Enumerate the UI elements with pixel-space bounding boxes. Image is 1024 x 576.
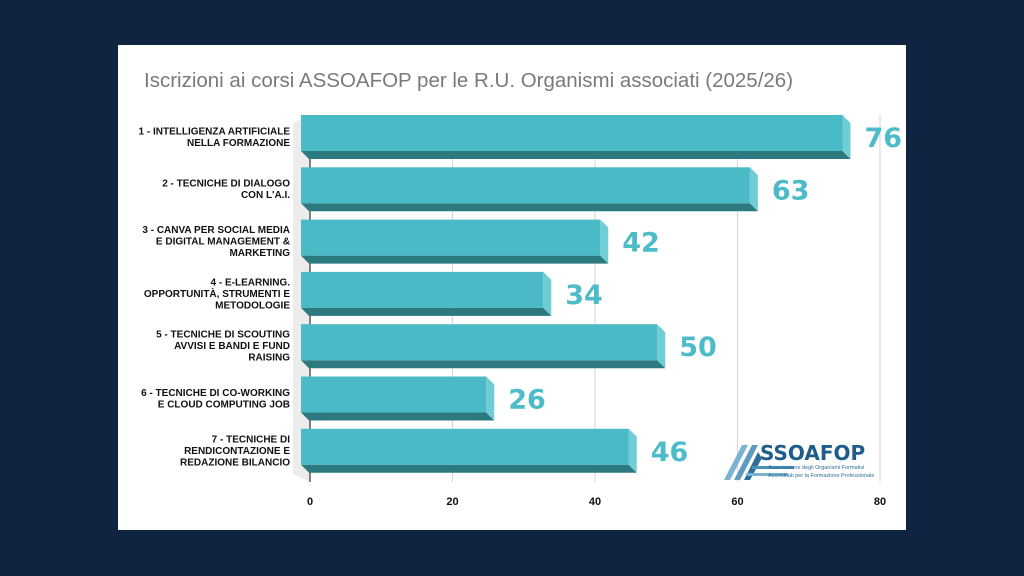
category-label: 5 - TECNICHE DI SCOUTING AVVISI E BANDI E… (156, 330, 290, 364)
category-label: 3 - CANVA PER SOCIAL MEDIA E DIGITAL MANA… (142, 225, 290, 259)
logo-bar (752, 466, 794, 469)
bar-side-face (657, 324, 666, 369)
bar (301, 115, 843, 151)
logo-stripe (734, 445, 758, 480)
bar-side-face (749, 167, 758, 212)
value-label: 46 (651, 437, 689, 468)
bar (301, 376, 487, 413)
logo-stripe (724, 445, 748, 480)
logo-name: SSOAFOP (760, 441, 865, 465)
value-label: 76 (865, 123, 903, 154)
bar-bottom-face (301, 412, 495, 421)
category-label: 2 - TECNICHE DI DIALOGO CON L'A.I. (162, 179, 290, 202)
value-label: 50 (679, 332, 717, 363)
assoafop-logo: SSOAFOP Associazione degli Organismi For… (724, 441, 874, 480)
bar-bottom-face (301, 255, 609, 264)
value-label: 34 (565, 280, 603, 311)
x-tick-label: 40 (589, 496, 601, 508)
category-label: 6 - TECNICHE DI CO-WORKING E CLOUD COMPUT… (141, 388, 290, 411)
bar-bottom-face (301, 360, 666, 369)
category-label: 1 - INTELLIGENZA ARTIFICIALE NELLA FORMAZ… (139, 126, 291, 149)
bar-bottom-face (301, 307, 552, 316)
bar-side-face (600, 219, 609, 264)
x-tick-label: 80 (874, 496, 886, 508)
bar-bottom-face (301, 464, 637, 473)
bar-side-face (628, 428, 637, 473)
chart-title: Iscrizioni ai corsi ASSOAFOP per le R.U.… (144, 69, 793, 92)
logo-bar (746, 473, 788, 476)
bar (301, 428, 629, 465)
value-label: 42 (622, 228, 660, 259)
bar (301, 324, 658, 361)
value-label: 63 (772, 175, 810, 206)
bar (301, 271, 544, 308)
bar-bottom-face (301, 151, 851, 159)
bar-bottom-face (301, 203, 758, 212)
x-tick-label: 60 (731, 496, 743, 508)
bar (301, 167, 750, 204)
category-label: 7 - TECNICHE DI RENDICONTAZIONE E REDAZION… (180, 434, 290, 468)
value-label: 26 (508, 385, 546, 416)
bar-side-face (543, 271, 552, 316)
x-tick-label: 0 (307, 496, 313, 508)
x-tick-label: 20 (446, 496, 458, 508)
bar-chart: Iscrizioni ai corsi ASSOAFOP per le R.U.… (139, 69, 903, 508)
bar (301, 219, 601, 256)
bar-side-face (842, 115, 851, 159)
chart-card: Iscrizioni ai corsi ASSOAFOP per le R.U.… (118, 45, 906, 530)
bar-side-face (486, 376, 495, 421)
logo-line1: Associazione degli Organismi Formativi (768, 465, 864, 471)
logo-line2: Accreditati per la Formazione Profession… (768, 473, 874, 479)
